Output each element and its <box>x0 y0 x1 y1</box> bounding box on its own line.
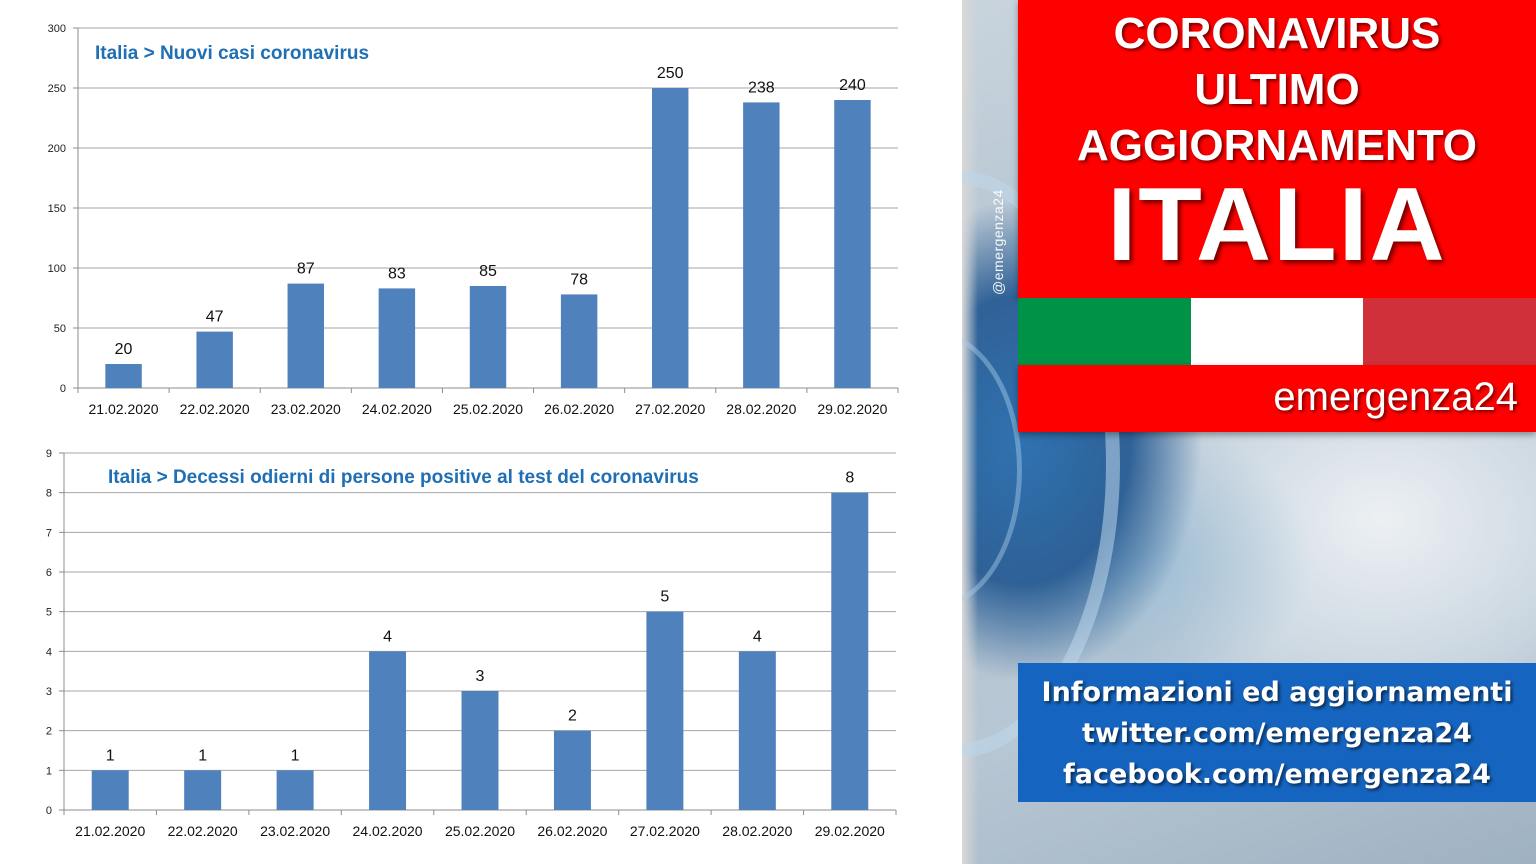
y-tick-label: 250 <box>48 83 66 95</box>
bar <box>743 102 780 389</box>
data-label: 85 <box>479 263 497 280</box>
data-label: 5 <box>660 589 669 606</box>
x-tick-label: 25.02.2020 <box>445 823 515 839</box>
y-tick-label: 6 <box>46 567 52 579</box>
x-tick-label: 22.02.2020 <box>180 401 250 417</box>
data-label: 2 <box>568 708 577 725</box>
bar <box>553 730 591 810</box>
headline-banner: CORONAVIRUS ULTIMO AGGIORNAMENTO ITALIA <box>1018 0 1536 298</box>
y-tick-label: 3 <box>46 686 52 698</box>
bar <box>378 288 416 388</box>
italian-flag <box>1018 298 1536 365</box>
flag-band-green <box>1018 298 1191 365</box>
bar <box>287 283 324 388</box>
bar <box>652 88 689 388</box>
y-tick-label: 50 <box>54 323 66 335</box>
chart-2: 0 1 2 3 4 5 6 7 8 9 1 21.02.2020 1 22.02.2020 1 23.02.2… <box>46 448 897 839</box>
info-box: Informazioni ed aggiornamenti twitter.co… <box>1018 663 1536 802</box>
flag-band-white <box>1190 298 1364 365</box>
x-tick-label: 29.02.2020 <box>817 401 887 417</box>
y-tick-label: 0 <box>60 383 66 395</box>
brand-name: emergenza24 <box>1273 375 1518 419</box>
data-label: 4 <box>383 628 392 645</box>
x-tick-label: 28.02.2020 <box>726 401 796 417</box>
x-tick-label: 23.02.2020 <box>271 401 341 417</box>
x-tick-label: 22.02.2020 <box>168 823 238 839</box>
y-tick-label: 8 <box>46 488 52 500</box>
x-tick-label: 21.02.2020 <box>89 401 159 417</box>
x-tick-label: 28.02.2020 <box>722 823 792 839</box>
y-tick-label: 0 <box>46 805 52 817</box>
y-tick-label: 100 <box>48 263 66 275</box>
x-tick-label: 25.02.2020 <box>453 401 523 417</box>
chart-title: Italia > Nuovi casi coronavirus <box>95 43 369 64</box>
data-label: 250 <box>657 65 684 82</box>
data-label: 4 <box>753 628 762 645</box>
bar <box>834 100 871 388</box>
data-label: 78 <box>570 271 588 288</box>
data-label: 1 <box>291 747 300 764</box>
data-label: 1 <box>106 747 115 764</box>
bar <box>560 294 598 388</box>
bar <box>831 492 869 810</box>
bar <box>646 611 684 810</box>
y-tick-label: 4 <box>46 646 52 658</box>
y-tick-label: 5 <box>46 607 52 619</box>
data-label: 8 <box>845 470 854 487</box>
x-tick-label: 27.02.2020 <box>635 401 705 417</box>
y-tick-label: 300 <box>48 23 66 35</box>
charts-area: 0 50 100 150 200 250 300 20 21.02.2020 47 22.02.20… <box>45 23 899 839</box>
brand-banner: emergenza24 <box>1018 365 1536 432</box>
bar <box>469 286 507 388</box>
y-tick-label: 200 <box>48 143 66 155</box>
x-tick-label: 26.02.2020 <box>544 401 614 417</box>
bar <box>105 364 142 388</box>
data-label: 83 <box>388 265 406 282</box>
y-tick-label: 1 <box>46 765 52 777</box>
chart-title: Italia > Decessi odierni di persone posi… <box>108 467 699 488</box>
headline-country: ITALIA <box>1107 167 1447 283</box>
x-tick-label: 21.02.2020 <box>75 823 145 839</box>
data-label: 238 <box>748 79 775 96</box>
info-link-twitter[interactable]: twitter.com/emergenza24 <box>1082 718 1472 749</box>
y-tick-label: 2 <box>46 726 52 738</box>
bar <box>276 770 314 810</box>
bar <box>369 651 407 810</box>
bar <box>196 331 233 388</box>
bar <box>461 691 499 810</box>
y-tick-label: 9 <box>46 448 52 460</box>
charts-svg: 0501001502002503002021.02.20204722.02.20… <box>46 23 899 839</box>
x-tick-label: 24.02.2020 <box>353 823 423 839</box>
chart-1: 0 50 100 150 200 250 300 20 21.02.2020 47 22.02.20… <box>48 23 899 417</box>
bar <box>184 770 222 810</box>
data-label: 20 <box>115 341 133 358</box>
headline-line-1: CORONAVIRUS <box>1113 9 1441 58</box>
headline-line-3: AGGIORNAMENTO <box>1076 121 1478 170</box>
info-link-facebook[interactable]: facebook.com/emergenza24 <box>1063 759 1491 790</box>
headline-line-2: ULTIMO <box>1194 65 1360 114</box>
x-tick-label: 27.02.2020 <box>630 823 700 839</box>
x-tick-label: 29.02.2020 <box>815 823 885 839</box>
bar <box>738 651 776 810</box>
y-tick-label: 7 <box>46 527 52 539</box>
data-label: 240 <box>839 77 866 94</box>
x-tick-label: 24.02.2020 <box>362 401 432 417</box>
x-tick-label: 26.02.2020 <box>537 823 607 839</box>
y-tick-label: 150 <box>48 203 66 215</box>
data-label: 87 <box>297 261 315 278</box>
watermark-handle: @emergenza24 <box>990 189 1006 295</box>
info-line-heading: Informazioni ed aggiornamenti <box>1041 677 1513 708</box>
data-label: 3 <box>476 668 485 685</box>
bar <box>91 770 129 810</box>
data-label: 1 <box>198 747 207 764</box>
data-label: 47 <box>206 309 224 326</box>
x-tick-label: 23.02.2020 <box>260 823 330 839</box>
flag-band-red <box>1363 298 1536 365</box>
